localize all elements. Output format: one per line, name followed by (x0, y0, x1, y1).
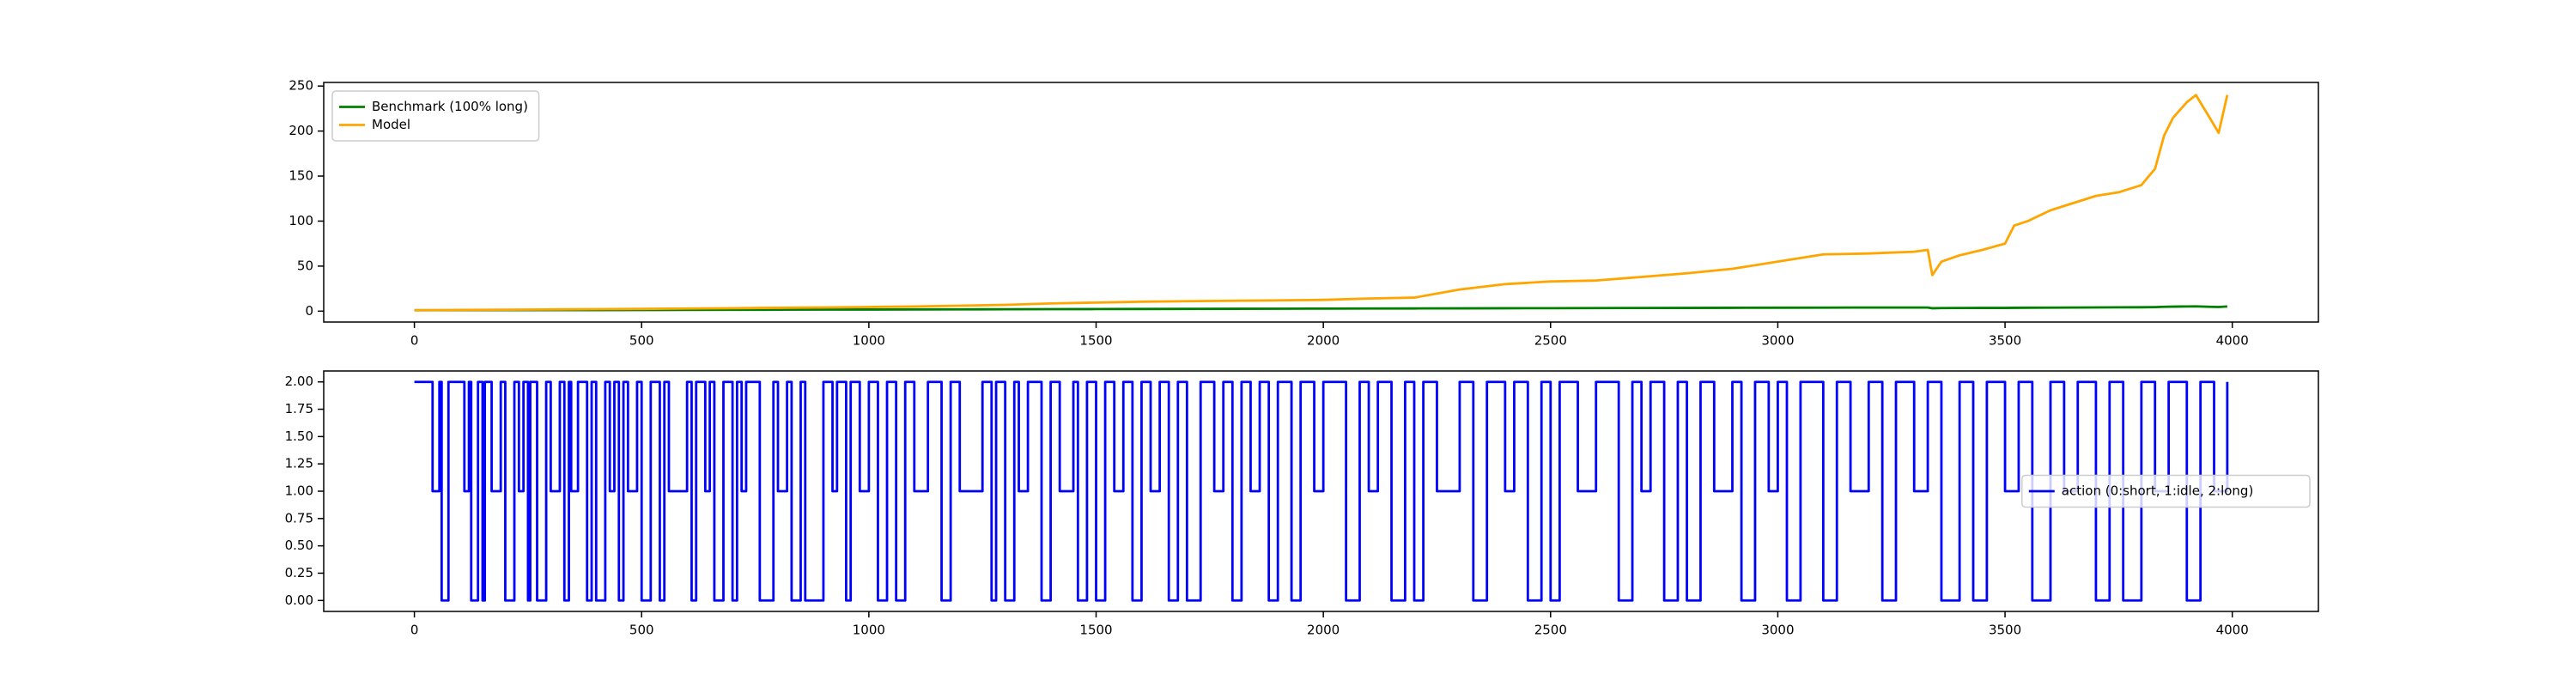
legend-label: Benchmark (100% long) (372, 99, 528, 114)
y-tick-label: 150 (289, 168, 313, 184)
axes-frame (323, 82, 2319, 323)
legend-label: action (0:short, 1:idle, 2:long) (2062, 483, 2254, 499)
y-tick-label: 0.50 (285, 538, 313, 553)
legend-frame (331, 90, 540, 142)
x-tick-label: 0 (410, 623, 419, 638)
y-tick-label: 2.00 (285, 374, 313, 389)
series-line (414, 380, 2229, 602)
series-line (414, 94, 2229, 312)
x-tick-label: 4000 (2216, 333, 2249, 349)
y-tick-label: 1.75 (285, 401, 313, 416)
y-tick-label: 100 (289, 213, 313, 228)
x-tick-label: 1000 (853, 333, 885, 349)
x-tick-label: 1500 (1079, 333, 1112, 349)
x-tick-label: 1000 (853, 623, 885, 638)
y-tick-label: 250 (289, 78, 313, 94)
legend: Benchmark (100% long) Model (331, 90, 540, 142)
x-tick-label: 0 (410, 333, 419, 349)
x-tick-label: 4000 (2216, 623, 2249, 638)
axes-frame (323, 370, 2319, 612)
y-tick-label: 200 (289, 123, 313, 138)
x-tick-label: 2500 (1534, 333, 1567, 349)
legend-frame (2021, 474, 2311, 508)
x-tick-label: 1500 (1079, 623, 1112, 638)
x-tick-label: 500 (629, 333, 654, 349)
x-tick-label: 2000 (1307, 333, 1340, 349)
x-tick-label: 3500 (1989, 333, 2021, 349)
x-tick-label: 2000 (1307, 623, 1340, 638)
y-tick-label: 50 (297, 258, 313, 273)
legend: action (0:short, 1:idle, 2:long) (2021, 474, 2311, 508)
x-tick-label: 500 (629, 623, 654, 638)
y-tick-label: 1.25 (285, 456, 313, 471)
y-tick-label: 1.00 (285, 483, 313, 499)
y-tick-label: 0 (305, 303, 313, 319)
y-tick-label: 1.50 (285, 429, 313, 444)
legend-label: Model (372, 117, 410, 132)
x-tick-label: 3000 (1761, 333, 1794, 349)
series-line (414, 305, 2227, 312)
x-tick-label: 3500 (1989, 623, 2021, 638)
x-tick-label: 3000 (1761, 623, 1794, 638)
x-tick-label: 2500 (1534, 623, 1567, 638)
y-tick-label: 0.75 (285, 510, 313, 526)
y-tick-label: 0.00 (285, 593, 313, 608)
y-tick-label: 0.25 (285, 565, 313, 581)
